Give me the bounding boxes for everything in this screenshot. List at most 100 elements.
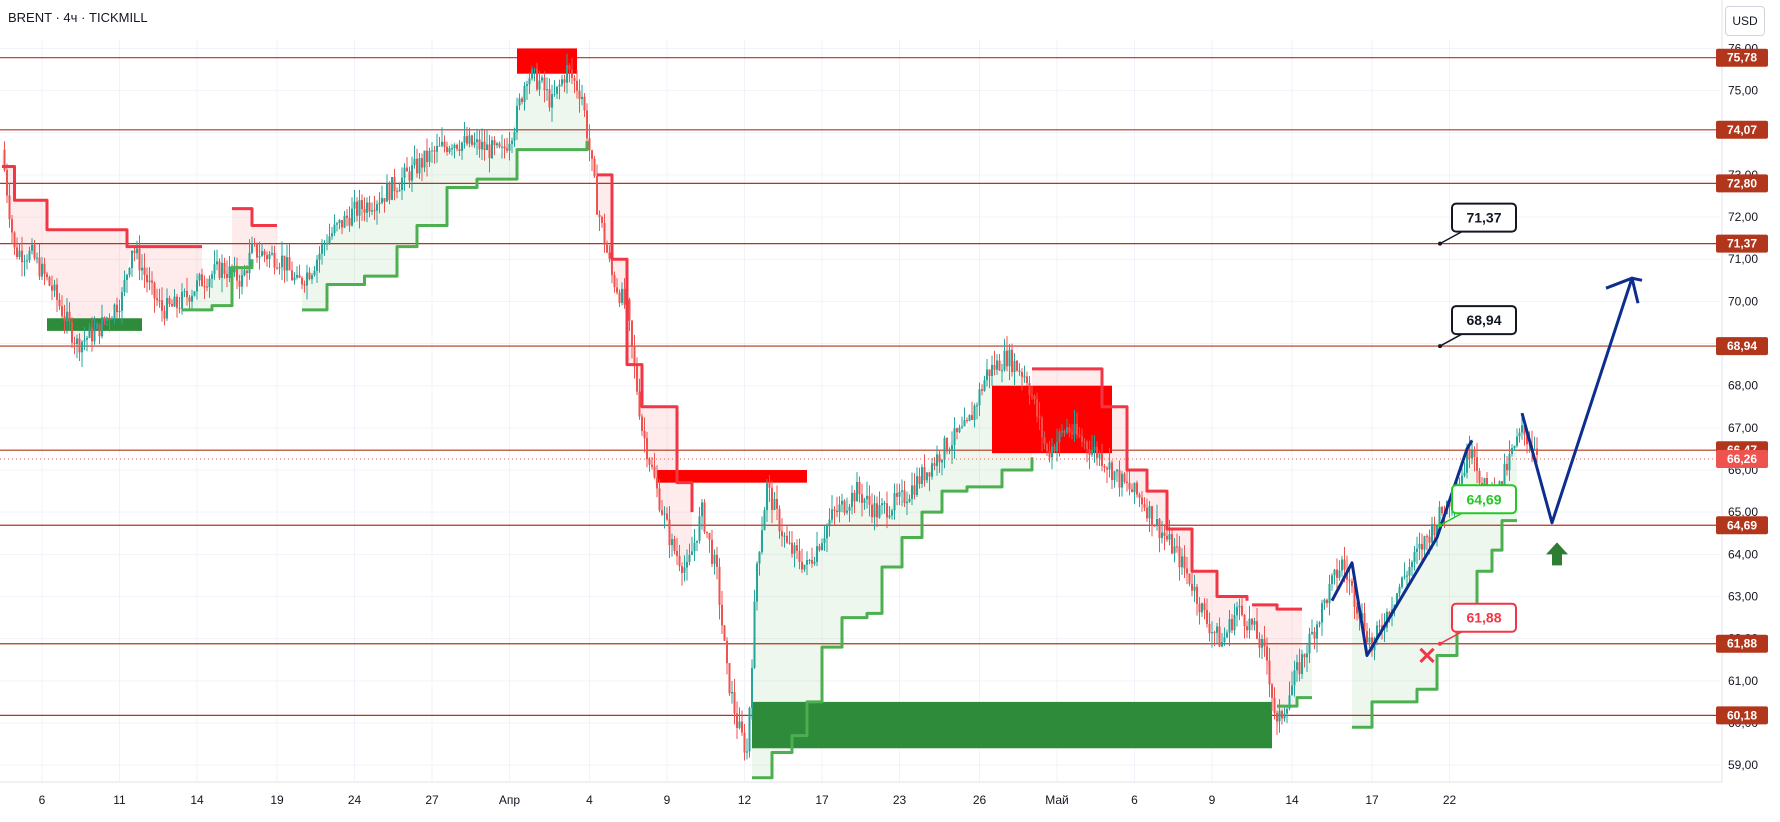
candle-body (311, 275, 313, 280)
candle-body (488, 144, 491, 159)
candle-body (1013, 360, 1016, 372)
candle-body (41, 263, 43, 277)
candle-body (511, 140, 513, 144)
candle-body (143, 267, 146, 275)
candle-body (421, 158, 423, 168)
candle-body (448, 148, 451, 152)
candle-body (1301, 654, 1303, 674)
candle-body (1011, 349, 1013, 372)
candle-body (456, 144, 458, 149)
candle-body (1163, 532, 1166, 536)
candle-body (751, 667, 753, 708)
candle-body (1231, 619, 1233, 631)
level-price-label-bg (1716, 516, 1768, 535)
candle-body (181, 291, 183, 309)
candle-body (1088, 449, 1091, 455)
candle-body (1313, 631, 1316, 639)
candle-body (198, 274, 201, 281)
candle-body (1406, 575, 1408, 577)
candle-body (983, 380, 986, 391)
candle-body (163, 310, 166, 319)
candle-body (803, 564, 806, 570)
candle-body (781, 531, 783, 537)
candle-body (526, 84, 528, 86)
candle-body (873, 503, 876, 518)
candle-body (241, 275, 243, 287)
candle-body (1048, 450, 1051, 458)
candle-body (153, 282, 156, 299)
candle-body (686, 562, 688, 568)
candle-body (1188, 573, 1191, 584)
candle-body (1098, 453, 1101, 458)
candle-body (1218, 626, 1221, 647)
candle-body (963, 420, 966, 427)
candle-body (403, 167, 406, 178)
candle-body (206, 286, 208, 288)
symbol-label[interactable]: BRENT (8, 10, 52, 25)
candle-body (126, 274, 128, 280)
target-pointer (1439, 512, 1463, 526)
candle-body (851, 492, 853, 507)
candle-body (1213, 632, 1216, 634)
candle-body (921, 467, 923, 484)
candle-body (1198, 603, 1201, 613)
candle-body (298, 275, 301, 278)
candle-body (1091, 450, 1093, 455)
candle-body (1431, 523, 1433, 543)
y-tick-label: 75,00 (1728, 84, 1758, 98)
candle-body (623, 288, 626, 305)
candle-body (1146, 507, 1148, 519)
candle-body (656, 477, 658, 489)
candle-body (1278, 711, 1281, 722)
candle-body (1076, 423, 1078, 435)
candle-body (693, 542, 696, 552)
target-pointer (1439, 333, 1463, 347)
currency-button[interactable]: USD (1725, 6, 1765, 36)
candle-body (876, 503, 878, 518)
candle-body (726, 640, 728, 664)
candle-body (1348, 579, 1351, 582)
candle-body (853, 492, 856, 502)
candle-body (1036, 399, 1038, 417)
candle-body (138, 248, 141, 271)
candle-body (1396, 593, 1398, 605)
candle-body (1356, 606, 1358, 614)
candle-body (958, 427, 961, 433)
candle-body (1141, 497, 1143, 505)
candle-body (568, 65, 571, 70)
candle-body (836, 510, 838, 513)
candle-body (1516, 436, 1518, 446)
candle-body (1276, 713, 1278, 722)
candle-body (1283, 713, 1286, 719)
candle-body (986, 369, 988, 381)
candle-body (1246, 626, 1248, 631)
candle-body (903, 490, 906, 504)
candle-body (108, 317, 111, 320)
candle-body (1388, 611, 1391, 616)
candle-body (373, 210, 376, 212)
candle-body (1128, 482, 1131, 490)
candle-body (711, 539, 713, 564)
candle-body (1253, 621, 1256, 625)
candle-body (38, 257, 41, 277)
candle-body (1026, 376, 1028, 384)
candle-body (246, 270, 248, 274)
candle-body (581, 96, 583, 100)
candle-body (1521, 425, 1523, 433)
candle-body (521, 98, 523, 102)
candle-body (483, 141, 486, 151)
candle-body (1483, 478, 1486, 485)
candle-body (1171, 534, 1173, 554)
candle-body (1256, 621, 1258, 639)
candle-body (1008, 349, 1011, 367)
candle-body (1416, 548, 1418, 552)
candle-body (628, 299, 631, 321)
candle-body (178, 307, 181, 309)
candle-body (1248, 618, 1251, 631)
candle-body (673, 539, 676, 551)
timeframe-label[interactable]: 4ч (63, 10, 78, 25)
y-tick-label: 71,00 (1728, 252, 1758, 266)
candle-body (931, 463, 933, 477)
candle-body (1481, 483, 1483, 485)
